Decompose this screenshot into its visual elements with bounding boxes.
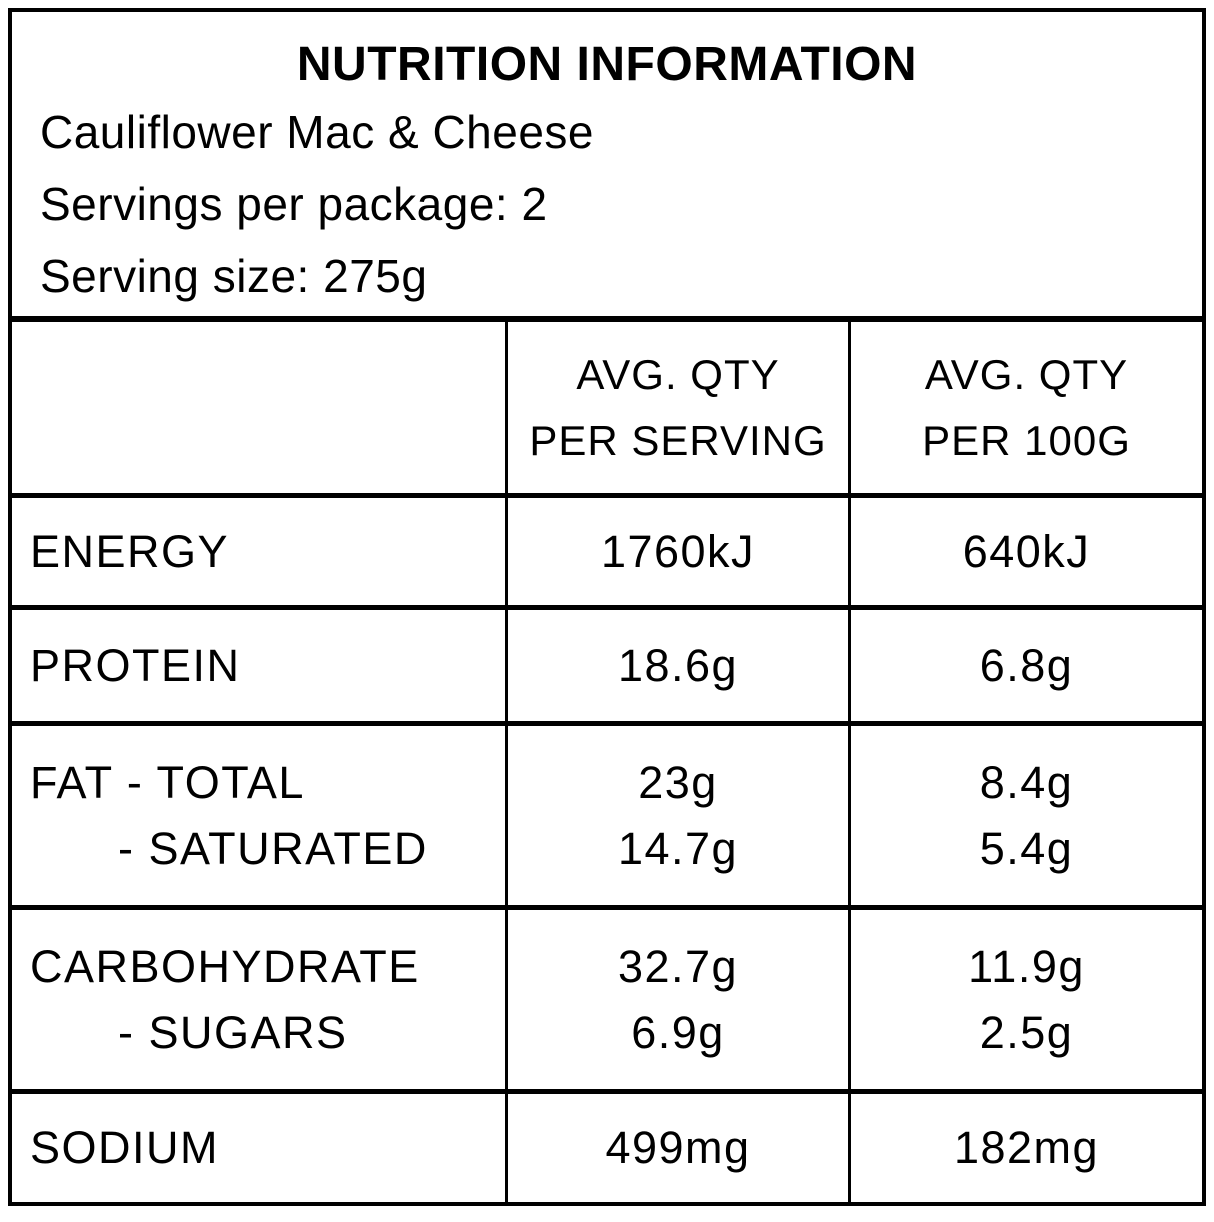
nutrient-name: ENERGY xyxy=(30,525,230,577)
panel-header: NUTRITION INFORMATION Cauliflower Mac & … xyxy=(12,12,1202,316)
value-per-100g: 640kJ xyxy=(848,498,1202,605)
column-header-line: AVG. QTY xyxy=(576,350,780,398)
row-label: FAT - TOTAL - SATURATED xyxy=(12,726,505,905)
row-label: SODIUM xyxy=(12,1094,505,1202)
nutrition-panel: NUTRITION INFORMATION Cauliflower Mac & … xyxy=(8,8,1206,1206)
nutrient-sub-name: - SATURATED xyxy=(118,822,428,874)
table-header-row: AVG. QTY PER SERVING AVG. QTY PER 100G xyxy=(12,316,1202,493)
value: 8.4g xyxy=(979,756,1074,808)
value-per-serving: 18.6g xyxy=(505,610,848,721)
column-header-line: PER 100G xyxy=(922,416,1131,464)
sub-value: 5.4g xyxy=(979,822,1074,874)
value: 32.7g xyxy=(617,940,739,992)
column-header-per-100g: AVG. QTY PER 100G xyxy=(848,322,1202,493)
sub-value: 6.9g xyxy=(631,1006,725,1058)
product-name: Cauliflower Mac & Cheese xyxy=(40,106,595,158)
value-per-serving: 32.7g 6.9g xyxy=(505,910,848,1089)
value-per-100g: 8.4g 5.4g xyxy=(848,726,1202,905)
row-label: ENERGY xyxy=(12,498,505,605)
value-per-100g: 6.8g xyxy=(848,610,1202,721)
table-row-fat: FAT - TOTAL - SATURATED 23g 14.7g 8.4g 5… xyxy=(12,721,1202,905)
value: 18.6g xyxy=(617,639,739,691)
column-header-line: PER SERVING xyxy=(529,416,827,464)
column-header-empty xyxy=(12,322,505,493)
nutrient-name: FAT - TOTAL xyxy=(30,756,305,808)
value: 6.8g xyxy=(979,639,1074,691)
nutrient-name: PROTEIN xyxy=(30,639,241,691)
column-header-line: AVG. QTY xyxy=(924,350,1129,398)
value: 640kJ xyxy=(962,525,1091,577)
nutrient-sub-name: - SUGARS xyxy=(118,1006,348,1058)
serving-size: Serving size: 275g xyxy=(40,250,428,302)
value: 499mg xyxy=(605,1122,751,1173)
table-row-protein: PROTEIN 18.6g 6.8g xyxy=(12,605,1202,721)
row-label: CARBOHYDRATE - SUGARS xyxy=(12,910,505,1089)
row-label: PROTEIN xyxy=(12,610,505,721)
value-per-100g: 182mg xyxy=(848,1094,1202,1202)
table-row-energy: ENERGY 1760kJ 640kJ xyxy=(12,493,1202,605)
value: 1760kJ xyxy=(600,525,756,577)
sub-value: 14.7g xyxy=(617,822,739,874)
value-per-serving: 499mg xyxy=(505,1094,848,1202)
sub-value: 2.5g xyxy=(979,1006,1074,1058)
nutrition-table: AVG. QTY PER SERVING AVG. QTY PER 100G E… xyxy=(12,316,1202,1202)
value: 23g xyxy=(638,756,718,808)
nutrient-name: CARBOHYDRATE xyxy=(30,940,420,992)
value: 11.9g xyxy=(968,940,1085,992)
value: 182mg xyxy=(953,1122,1100,1173)
table-row-carbohydrate: CARBOHYDRATE - SUGARS 32.7g 6.9g 11.9g 2… xyxy=(12,905,1202,1089)
column-header-per-serving: AVG. QTY PER SERVING xyxy=(505,322,848,493)
value-per-100g: 11.9g 2.5g xyxy=(848,910,1202,1089)
value-per-serving: 23g 14.7g xyxy=(505,726,848,905)
servings-per-package: Servings per package: 2 xyxy=(40,178,548,230)
value-per-serving: 1760kJ xyxy=(505,498,848,605)
table-row-sodium: SODIUM 499mg 182mg xyxy=(12,1089,1202,1202)
panel-title: NUTRITION INFORMATION xyxy=(296,38,918,91)
nutrient-name: SODIUM xyxy=(30,1122,219,1173)
